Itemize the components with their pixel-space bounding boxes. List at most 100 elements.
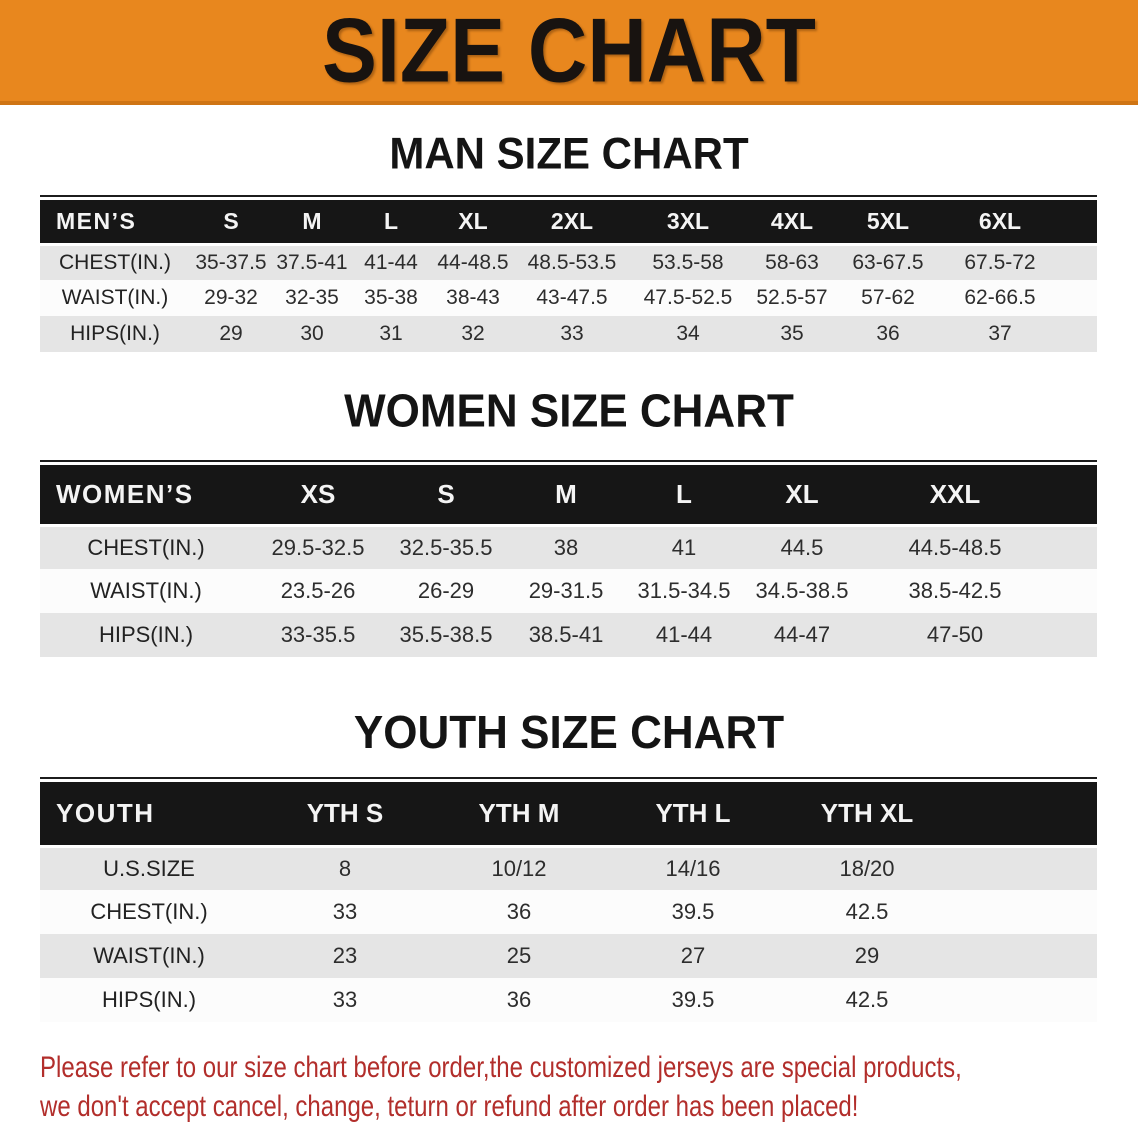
- size-column-header: M: [302, 207, 322, 234]
- cell-spacer: [1060, 242, 1097, 280]
- size-column-header: M: [555, 478, 577, 509]
- size-value: 23.5-26: [280, 578, 356, 603]
- size-value: 32.5-35.5: [384, 523, 508, 569]
- table-header-row: WOMEN’S XS S M L XL XXL: [40, 465, 1097, 525]
- size-value: 27: [680, 943, 706, 968]
- size-column-header: YTH L: [655, 797, 731, 828]
- size-value: 41: [624, 523, 744, 569]
- size-value: 29-32: [204, 286, 258, 309]
- women-size-table-wrap: WOMEN’S XS S M L XL XXL CHEST(IN.) 29.5-32.5 32.…: [40, 460, 1097, 657]
- group-header-label: MEN’S: [56, 207, 137, 234]
- table-top-rule: [40, 777, 1097, 779]
- size-column-header: L: [676, 478, 692, 509]
- row-label: WAIST(IN.): [93, 943, 205, 968]
- group-header-label: WOMEN’S: [56, 478, 194, 509]
- size-value: 44.5-48.5: [860, 523, 1050, 569]
- table-top-rule: [40, 460, 1097, 462]
- table-row: U.S.SIZE 8 10/12 14/16 18/20: [40, 844, 1097, 890]
- size-value: 43-47.5: [536, 286, 608, 309]
- size-value: 44-48.5: [430, 242, 516, 280]
- men-size-table: MEN’S S M L XL 2XL 3XL 4XL 5XL 6XL CHEST(IN.) 35-3…: [40, 200, 1097, 352]
- row-label: HIPS(IN.): [98, 622, 194, 647]
- size-value: 33: [560, 322, 584, 345]
- row-label: CHEST(IN.): [40, 242, 190, 280]
- size-value: 34.5-38.5: [755, 578, 849, 603]
- size-value: 29: [854, 943, 880, 968]
- size-value: 36: [876, 322, 900, 345]
- row-label: HIPS(IN.): [101, 987, 197, 1012]
- size-value: 30: [300, 322, 324, 345]
- size-value: 57-62: [861, 286, 915, 309]
- size-value: 58-63: [748, 242, 836, 280]
- size-value: 31.5-34.5: [637, 578, 731, 603]
- size-value: 36: [506, 987, 532, 1012]
- size-value: 39.5: [671, 899, 715, 924]
- size-column-header: 4XL: [770, 207, 814, 234]
- size-column-header: 6XL: [978, 207, 1022, 234]
- size-value: 67.5-72: [940, 242, 1060, 280]
- size-column-header: YTH M: [478, 797, 560, 828]
- size-value: 53.5-58: [628, 242, 748, 280]
- size-value: 8: [258, 844, 432, 890]
- size-column-header: S: [223, 207, 239, 234]
- size-value: 18/20: [780, 844, 954, 890]
- group-header-label: YOUTH: [56, 797, 155, 828]
- disclaimer-line-1: Please refer to our size chart before or…: [40, 1051, 962, 1084]
- size-value: 37.5-41: [272, 242, 352, 280]
- size-value: 44.5: [744, 523, 860, 569]
- size-column-header: XS: [300, 478, 336, 509]
- size-value: 35-37.5: [190, 242, 272, 280]
- section-title-youth: YOUTH SIZE CHART: [353, 707, 785, 759]
- men-size-table-wrap: MEN’S S M L XL 2XL 3XL 4XL 5XL 6XL CHEST(IN.) 35-3…: [40, 195, 1097, 352]
- header-spacer: [954, 782, 1097, 846]
- size-value: 38-43: [446, 286, 500, 309]
- size-column-header: S: [437, 478, 455, 509]
- header-spacer: [1060, 200, 1097, 244]
- cell-spacer: [1060, 316, 1097, 352]
- size-value: 10/12: [432, 844, 606, 890]
- table-row: HIPS(IN.) 29 30 31 32 33 34 35 36 37: [40, 316, 1097, 352]
- size-value: 47-50: [926, 622, 984, 647]
- size-value: 32-35: [285, 286, 339, 309]
- size-value: 48.5-53.5: [516, 242, 628, 280]
- table-header-row: YOUTH YTH S YTH M YTH L YTH XL: [40, 782, 1097, 846]
- disclaimer: Please refer to our size chart before or…: [40, 1048, 1138, 1126]
- size-column-header: XL: [785, 478, 819, 509]
- size-value: 38.5-42.5: [908, 578, 1002, 603]
- cell-spacer: [1050, 613, 1097, 657]
- table-row: CHEST(IN.) 35-37.5 37.5-41 41-44 44-48.5 48.5…: [40, 242, 1097, 280]
- row-label: WAIST(IN.): [90, 578, 202, 603]
- cell-spacer: [954, 934, 1097, 978]
- section-title-man: MAN SIZE CHART: [389, 128, 749, 178]
- table-row: WAIST(IN.) 23.5-26 26-29 29-31.5 31.5-34.5 34…: [40, 569, 1097, 613]
- row-label: CHEST(IN.): [40, 523, 252, 569]
- size-value: 41-44: [655, 622, 713, 647]
- size-column-header: YTH XL: [820, 797, 914, 828]
- size-column-header: 5XL: [866, 207, 910, 234]
- cell-spacer: [954, 844, 1097, 890]
- size-value: 25: [506, 943, 532, 968]
- cell-spacer: [954, 890, 1097, 934]
- size-value: 32: [461, 322, 485, 345]
- women-size-table: WOMEN’S XS S M L XL XXL CHEST(IN.) 29.5-32.5 32.…: [40, 465, 1097, 657]
- size-value: 33-35.5: [280, 622, 356, 647]
- section-title-women: WOMEN SIZE CHART: [344, 385, 794, 438]
- size-column-header: L: [383, 207, 399, 234]
- size-value: 41-44: [352, 242, 430, 280]
- size-value: 35.5-38.5: [399, 622, 493, 647]
- size-value: 63-67.5: [836, 242, 940, 280]
- size-value: 39.5: [671, 987, 715, 1012]
- size-value: 52.5-57: [756, 286, 828, 309]
- table-row: CHEST(IN.) 29.5-32.5 32.5-35.5 38 41 44.5 44.5…: [40, 523, 1097, 569]
- size-column-header: XXL: [929, 478, 981, 509]
- size-value: 35-38: [364, 286, 418, 309]
- size-value: 35: [780, 322, 804, 345]
- table-row: HIPS(IN.) 33-35.5 35.5-38.5 38.5-41 41-44 44-…: [40, 613, 1097, 657]
- size-column-header: 3XL: [666, 207, 710, 234]
- size-value: 33: [332, 899, 358, 924]
- size-value: 37: [988, 322, 1012, 345]
- row-label: HIPS(IN.): [70, 322, 160, 345]
- size-value: 42.5: [845, 899, 889, 924]
- size-value: 33: [332, 987, 358, 1012]
- page-title: SIZE CHART: [322, 0, 816, 101]
